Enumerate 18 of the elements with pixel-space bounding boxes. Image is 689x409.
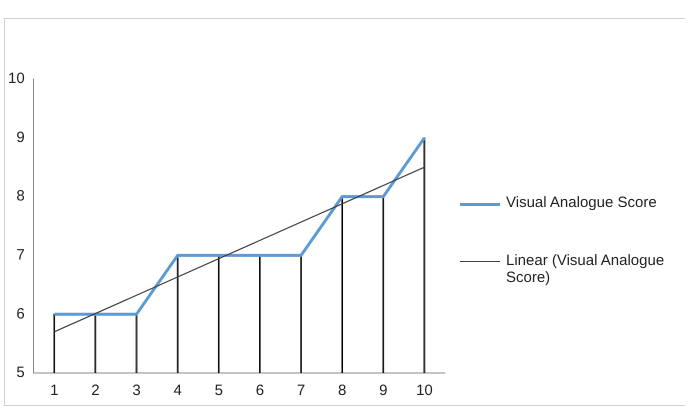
x-tick-label: 9 [379,382,388,400]
legend-label: Linear (Visual Analogue Score) [506,252,666,286]
x-tick-label: 8 [338,382,346,400]
legend-label: Visual Analogue Score [506,194,658,211]
y-tick-label: 5 [16,364,25,382]
y-tick-label: 9 [16,128,25,146]
x-tick-label: 5 [214,382,223,400]
x-tick-label: 3 [132,382,141,400]
x-tick-label: 7 [296,382,306,400]
x-tick-label: 1 [50,382,58,400]
x-tick-label: 4 [173,382,182,400]
x-tick-label: 2 [91,382,100,400]
y-tick-label: 6 [16,305,25,322]
y-tick-label: 7 [16,246,25,264]
x-tick-label: 6 [256,382,264,400]
x-tick-label: 10 [416,382,433,400]
y-tick-label: 10 [8,70,25,88]
y-tick-label: 8 [16,188,25,205]
